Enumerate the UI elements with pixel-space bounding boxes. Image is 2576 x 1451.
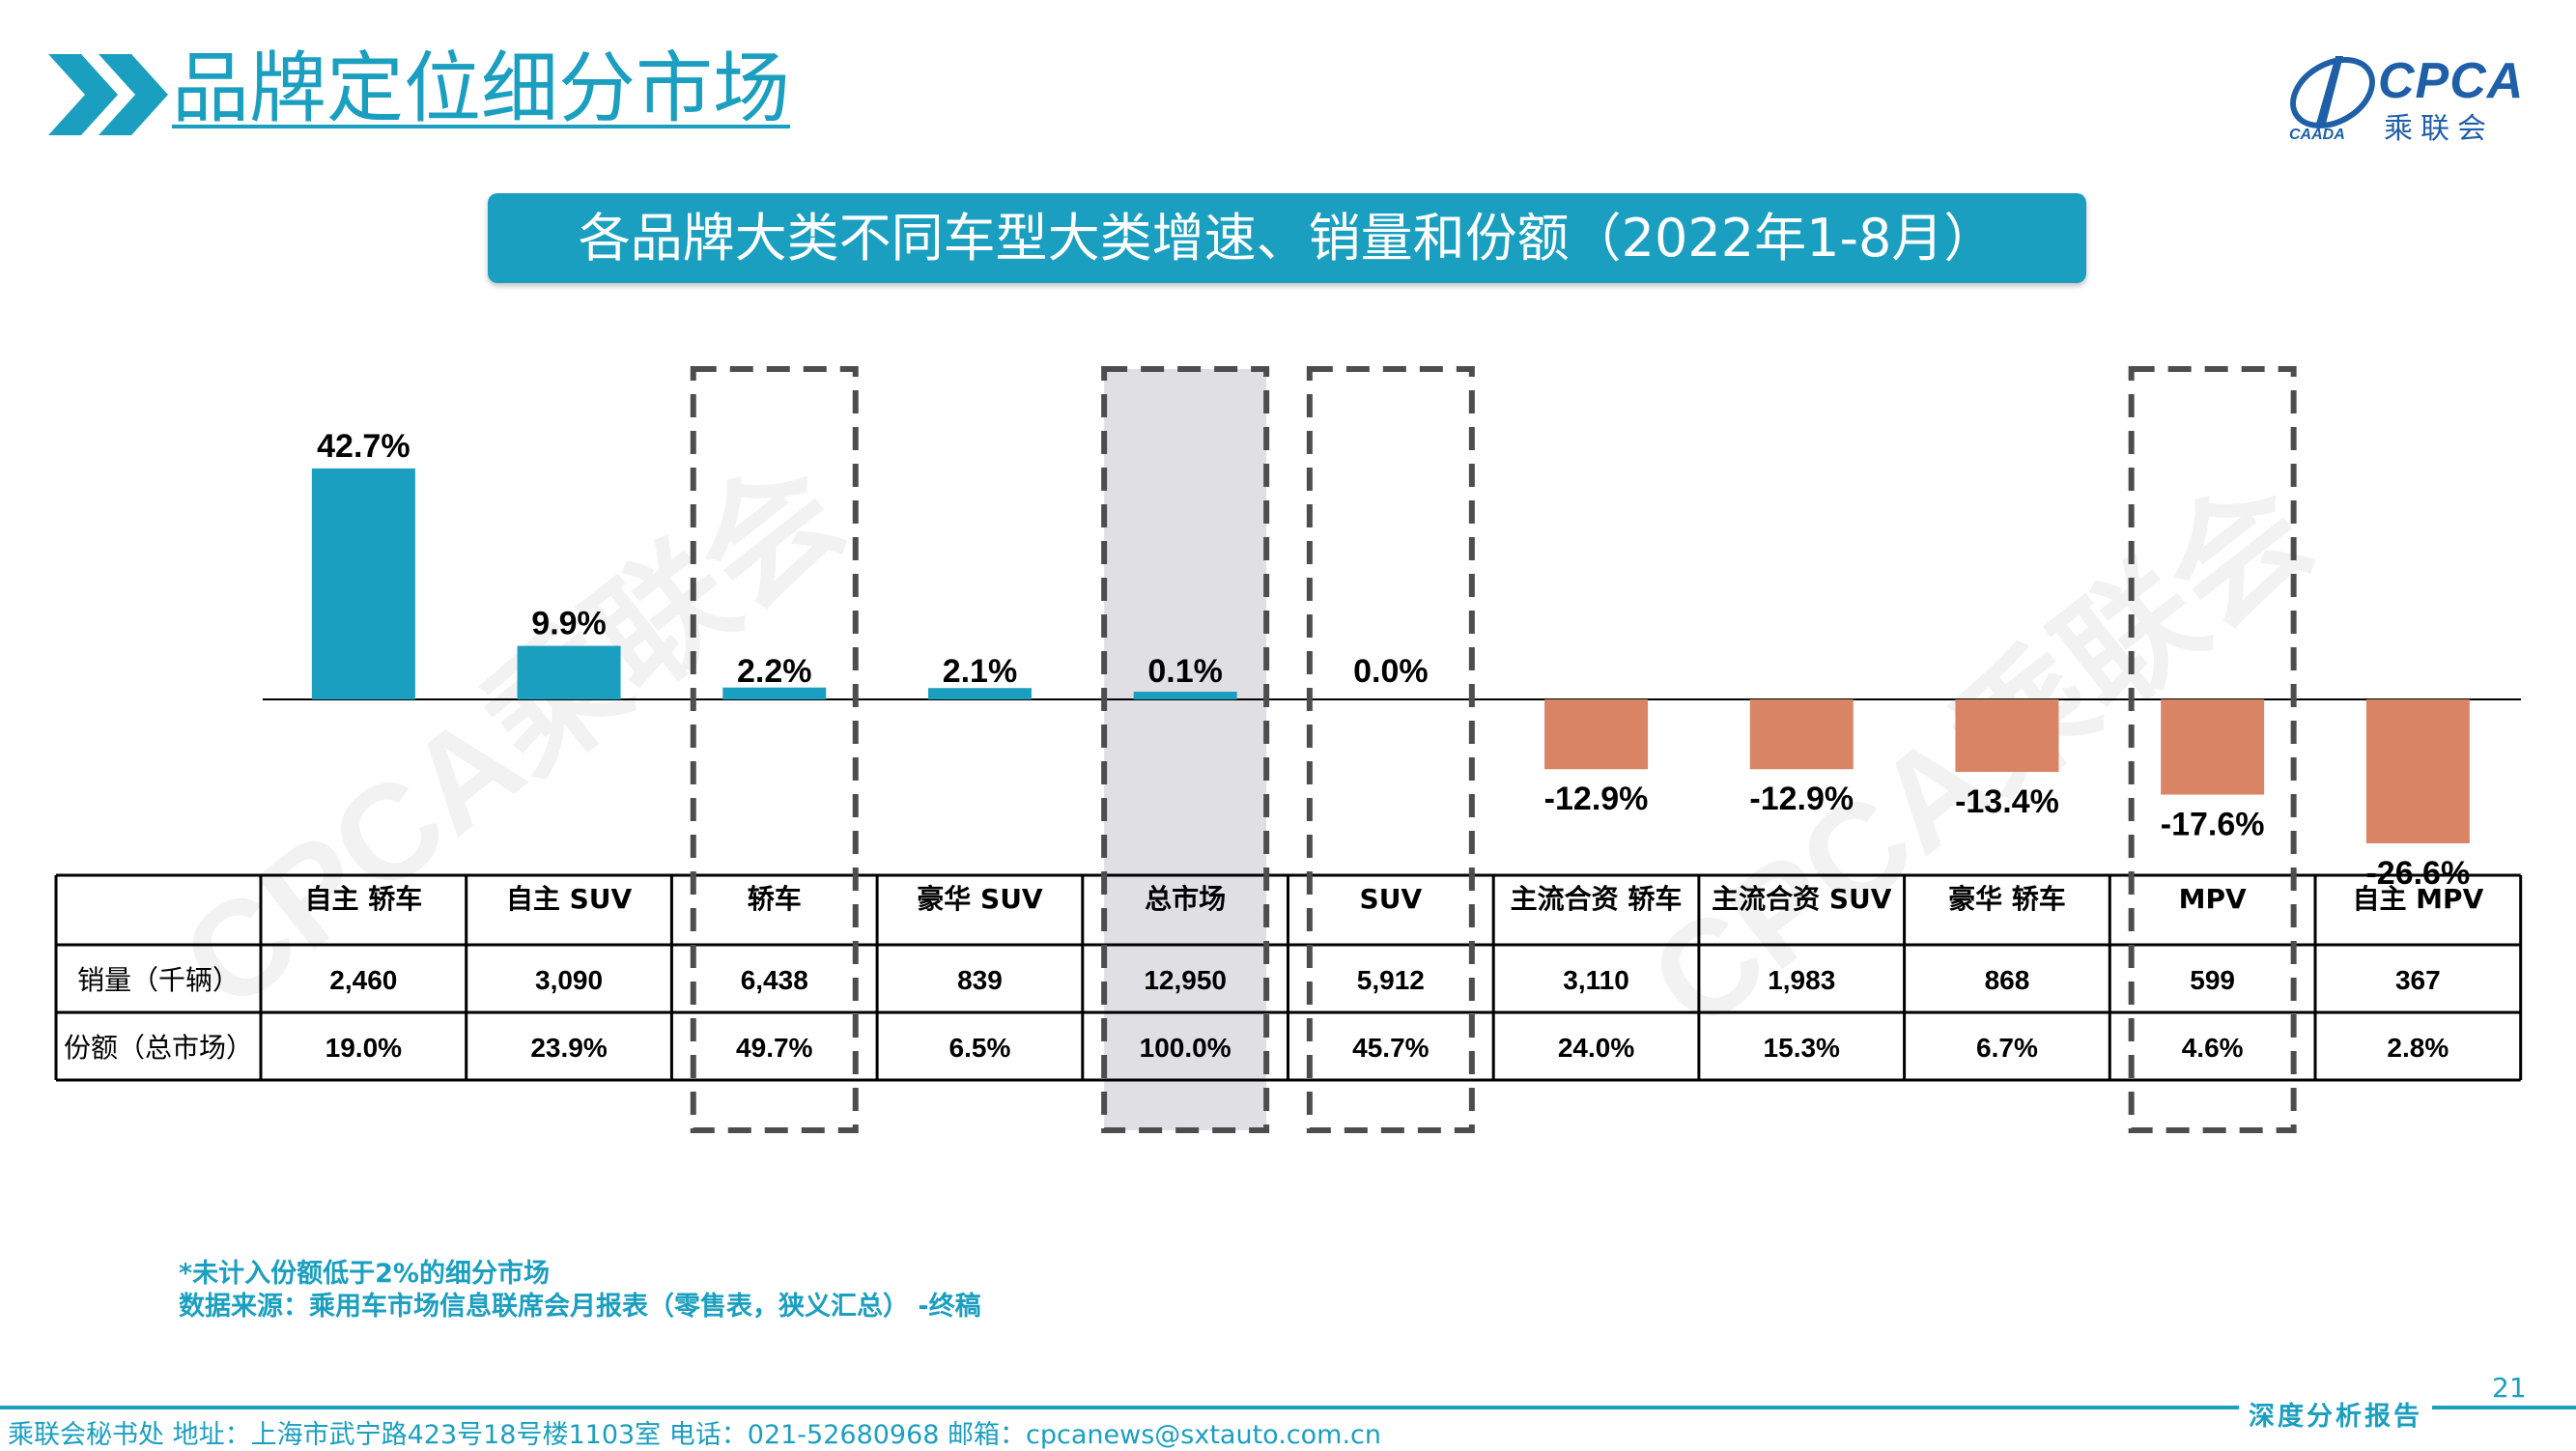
- chart-area: CPCA乘联会 CPCA乘联会 42.7%9.9%2.2% 2.1% 0.1% 0.0%…: [54, 366, 2523, 1133]
- bar-1: [311, 468, 415, 699]
- sales-cell: 2,460: [329, 965, 397, 995]
- bar-value-label: 42.7%: [317, 428, 410, 465]
- share-cell: 49.7%: [736, 1033, 812, 1063]
- sales-cell: 6,438: [741, 965, 808, 995]
- highlight-box-dashed: [2128, 366, 2297, 1133]
- bar-value-label: 0.0%: [1353, 653, 1429, 690]
- footer-contact: 乘联会秘书处 地址：上海市武宁路423号18号楼1103室 电话：021-526…: [8, 1420, 1382, 1450]
- share-cell: 2.8%: [2387, 1033, 2449, 1063]
- category-label: 轿车: [748, 883, 802, 915]
- share-cell: 6.5%: [949, 1033, 1011, 1063]
- share-cell: 4.6%: [2182, 1033, 2244, 1063]
- bar-9: [1955, 699, 2059, 773]
- footer-divider: [0, 1406, 2576, 1409]
- share-cell: 100.0%: [1140, 1033, 1231, 1063]
- category-label: 自主 轿车: [304, 883, 422, 915]
- chevron-right-icon: [48, 54, 168, 135]
- row-label: 销量（千辆）: [77, 964, 240, 996]
- sales-cell: 5,912: [1357, 965, 1425, 995]
- share-cell: 6.7%: [1976, 1033, 2038, 1063]
- bar-value-label: -12.9%: [1544, 781, 1649, 817]
- bar-value-label: -13.4%: [1955, 783, 2059, 820]
- logo-text: CPCA: [2378, 53, 2525, 109]
- sales-cell: 599: [2190, 965, 2235, 995]
- category-label: 豪华 轿车: [1948, 883, 2066, 915]
- bar-4: [927, 688, 1032, 699]
- share-cell: 23.9%: [530, 1033, 607, 1063]
- bar-series: 42.7% 9.9% 2.2% 2.1% 0.1% 0.0% -12.9% -12.9% -13…: [263, 428, 2521, 892]
- bar-10: [2161, 699, 2265, 795]
- logo-cn-text: 乘联会: [2384, 112, 2494, 146]
- highlight-box-dashed: [690, 366, 859, 1133]
- bar-11: [2365, 699, 2470, 843]
- highlight-boxes: [1104, 369, 1267, 1130]
- category-label: 自主 SUV: [506, 883, 633, 915]
- bar-value-label: -26.6%: [2365, 855, 2470, 892]
- cpca-logo-icon: CAADA: [2289, 56, 2375, 143]
- footer-report-label: 深度分析报告: [2239, 1395, 2432, 1433]
- category-label: 自主 MPV: [2352, 883, 2483, 915]
- highlight-borders: [690, 366, 2297, 1133]
- bar-value-label: 9.9%: [531, 606, 607, 642]
- row-label: 份额（总市场）: [64, 1032, 253, 1064]
- sales-cell: 1,983: [1768, 965, 1835, 995]
- highlight-box-dashed: [1306, 366, 1475, 1133]
- bar-8: [1749, 699, 1854, 770]
- note-data-source: 数据来源：乘用车市场信息联席会月报表（零售表，狭义汇总） -终稿: [179, 1292, 981, 1322]
- page-number: 21: [2492, 1372, 2527, 1404]
- bar-value-label: 2.1%: [943, 653, 1018, 690]
- page-title: 品牌定位细分市场: [172, 43, 790, 133]
- category-label: 总市场: [1145, 883, 1226, 915]
- share-cell: 45.7%: [1352, 1033, 1429, 1063]
- data-table: 自主 轿车 自主 SUV 轿车 豪华 SUV 总市场 SUV 主流合资 轿车 主流合资 SUV…: [54, 873, 2523, 1082]
- sales-cell: 12,950: [1144, 965, 1227, 995]
- bar-value-label: 0.1%: [1147, 653, 1223, 690]
- bar-5: [1133, 692, 1237, 699]
- sales-cell: 839: [957, 965, 1003, 995]
- highlight-box-fill: [1104, 369, 1267, 1130]
- bar-value-label: -17.6%: [2161, 807, 2265, 843]
- bar-7: [1544, 699, 1649, 770]
- logo-sub-text: CAADA: [2289, 127, 2345, 143]
- bar-3: [722, 687, 827, 699]
- category-label: 豪华 SUV: [917, 883, 1043, 915]
- sales-cell: 3,110: [1563, 965, 1629, 995]
- bar-value-label: -12.9%: [1749, 781, 1854, 817]
- sales-cell: 868: [1985, 965, 2030, 995]
- bar-2: [517, 645, 621, 699]
- category-label: 主流合资 轿车: [1511, 883, 1683, 915]
- note-share-threshold: *未计入份额低于2%的细分市场: [179, 1259, 550, 1289]
- bar-value-label: 2.2%: [737, 653, 812, 690]
- share-cell: 24.0%: [1558, 1033, 1634, 1063]
- share-cell: 19.0%: [326, 1033, 402, 1063]
- highlight-box-dashed: [1101, 366, 1270, 1133]
- chart-banner-title: 各品牌大类不同车型大类增速、销量和份额（2022年1-8月）: [488, 193, 2086, 283]
- category-label: MPV: [2179, 883, 2247, 915]
- category-label: 主流合资 SUV: [1712, 883, 1892, 915]
- sales-cell: 3,090: [535, 965, 603, 995]
- share-cell: 15.3%: [1764, 1033, 1840, 1063]
- sales-cell: 367: [2395, 965, 2441, 995]
- category-label: SUV: [1360, 883, 1423, 915]
